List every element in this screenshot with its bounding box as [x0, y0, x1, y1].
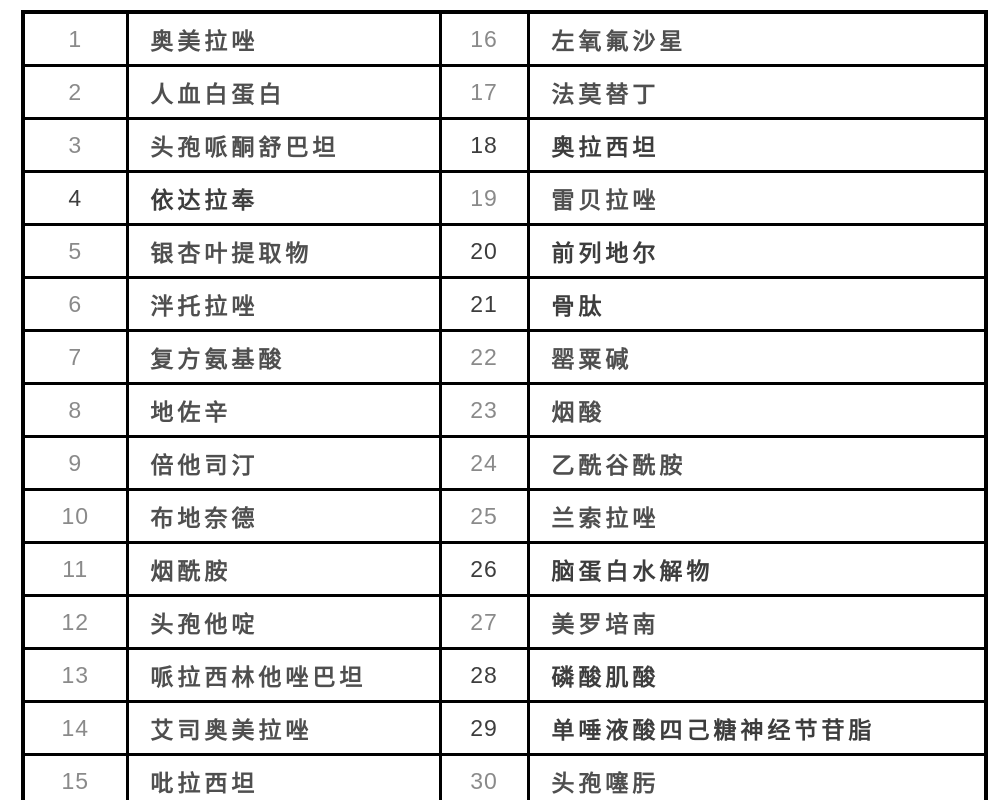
table-row: 1 奥美拉唑 16 左氧氟沙星: [21, 10, 988, 67]
right-index-cell: 24: [438, 435, 530, 491]
right-index-cell: 22: [438, 329, 530, 385]
left-index-cell: 11: [21, 541, 129, 597]
table-row: 9 倍他司汀 24 乙酰谷酰胺: [21, 435, 988, 491]
table-row: 4 依达拉奉 19 雷贝拉唑: [21, 170, 988, 226]
table-row: 14 艾司奥美拉唑 29 单唾液酸四己糖神经节苷脂: [21, 700, 988, 756]
left-name-cell: 吡拉西坦: [125, 753, 442, 800]
right-index-cell: 25: [438, 488, 530, 544]
right-name-cell: 雷贝拉唑: [526, 170, 988, 226]
left-index-cell: 2: [21, 64, 129, 120]
right-name-cell: 罂粟碱: [526, 329, 988, 385]
left-name-cell: 奥美拉唑: [125, 10, 442, 67]
left-index-cell: 1: [21, 10, 129, 67]
right-name-cell: 奥拉西坦: [526, 117, 988, 173]
left-name-cell: 人血白蛋白: [125, 64, 442, 120]
right-name-cell: 前列地尔: [526, 223, 988, 279]
drug-table-body: 1 奥美拉唑 16 左氧氟沙星 2 人血白蛋白 17 法莫替丁 3 头孢哌酮舒巴…: [21, 10, 988, 800]
table-row: 6 泮托拉唑 21 骨肽: [21, 276, 988, 332]
left-name-cell: 哌拉西林他唑巴坦: [125, 647, 442, 703]
left-index-cell: 6: [21, 276, 129, 332]
right-name-cell: 磷酸肌酸: [526, 647, 988, 703]
left-name-cell: 银杏叶提取物: [125, 223, 442, 279]
right-index-cell: 21: [438, 276, 530, 332]
left-index-cell: 13: [21, 647, 129, 703]
left-name-cell: 泮托拉唑: [125, 276, 442, 332]
left-name-cell: 烟酰胺: [125, 541, 442, 597]
right-index-cell: 26: [438, 541, 530, 597]
right-index-cell: 30: [438, 753, 530, 800]
right-name-cell: 左氧氟沙星: [526, 10, 988, 67]
left-index-cell: 14: [21, 700, 129, 756]
right-name-cell: 乙酰谷酰胺: [526, 435, 988, 491]
right-index-cell: 23: [438, 382, 530, 438]
right-name-cell: 法莫替丁: [526, 64, 988, 120]
table-row: 12 头孢他啶 27 美罗培南: [21, 594, 988, 650]
left-index-cell: 7: [21, 329, 129, 385]
left-index-cell: 8: [21, 382, 129, 438]
left-name-cell: 头孢哌酮舒巴坦: [125, 117, 442, 173]
right-index-cell: 16: [438, 10, 530, 67]
left-index-cell: 3: [21, 117, 129, 173]
right-name-cell: 美罗培南: [526, 594, 988, 650]
left-index-cell: 5: [21, 223, 129, 279]
table-row: 13 哌拉西林他唑巴坦 28 磷酸肌酸: [21, 647, 988, 703]
right-index-cell: 18: [438, 117, 530, 173]
right-name-cell: 骨肽: [526, 276, 988, 332]
left-index-cell: 15: [21, 753, 129, 800]
right-index-cell: 19: [438, 170, 530, 226]
left-name-cell: 艾司奥美拉唑: [125, 700, 442, 756]
right-name-cell: 烟酸: [526, 382, 988, 438]
left-name-cell: 依达拉奉: [125, 170, 442, 226]
right-name-cell: 兰索拉唑: [526, 488, 988, 544]
table-row: 2 人血白蛋白 17 法莫替丁: [21, 64, 988, 120]
table-row: 3 头孢哌酮舒巴坦 18 奥拉西坦: [21, 117, 988, 173]
left-index-cell: 12: [21, 594, 129, 650]
table-row: 7 复方氨基酸 22 罂粟碱: [21, 329, 988, 385]
right-index-cell: 20: [438, 223, 530, 279]
left-index-cell: 10: [21, 488, 129, 544]
right-name-cell: 脑蛋白水解物: [526, 541, 988, 597]
table-row: 11 烟酰胺 26 脑蛋白水解物: [21, 541, 988, 597]
table-row: 8 地佐辛 23 烟酸: [21, 382, 988, 438]
table-row: 5 银杏叶提取物 20 前列地尔: [21, 223, 988, 279]
right-name-cell: 单唾液酸四己糖神经节苷脂: [526, 700, 988, 756]
left-name-cell: 倍他司汀: [125, 435, 442, 491]
left-name-cell: 复方氨基酸: [125, 329, 442, 385]
right-index-cell: 27: [438, 594, 530, 650]
left-index-cell: 9: [21, 435, 129, 491]
right-index-cell: 29: [438, 700, 530, 756]
right-index-cell: 28: [438, 647, 530, 703]
right-name-cell: 头孢噻肟: [526, 753, 988, 800]
left-name-cell: 地佐辛: [125, 382, 442, 438]
right-index-cell: 17: [438, 64, 530, 120]
drug-table: 1 奥美拉唑 16 左氧氟沙星 2 人血白蛋白 17 法莫替丁 3 头孢哌酮舒巴…: [21, 10, 988, 800]
left-name-cell: 头孢他啶: [125, 594, 442, 650]
left-name-cell: 布地奈德: [125, 488, 442, 544]
table-row: 10 布地奈德 25 兰索拉唑: [21, 488, 988, 544]
left-index-cell: 4: [21, 170, 129, 226]
table-row: 15 吡拉西坦 30 头孢噻肟: [21, 753, 988, 800]
